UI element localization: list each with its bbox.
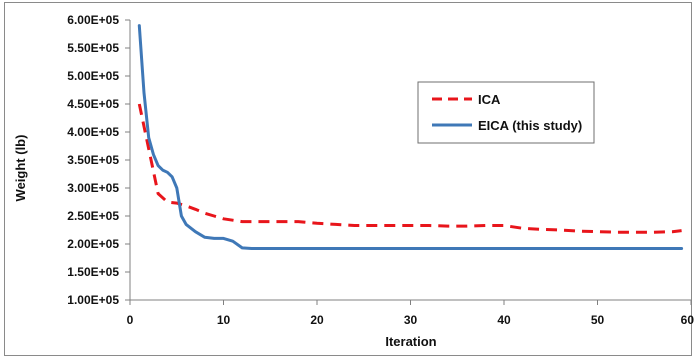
legend-label-ica: ICA <box>478 92 501 107</box>
x-tick-label: 10 <box>217 313 231 327</box>
y-tick-label: 2.00E+05 <box>67 237 119 251</box>
series-line-eica <box>137 24 684 250</box>
x-tick-label: 20 <box>310 313 324 327</box>
legend-label-eica: EICA (this study) <box>478 118 582 133</box>
y-tick-label: 3.00E+05 <box>67 181 119 195</box>
y-tick-label: 4.50E+05 <box>67 97 119 111</box>
y-tick-label: 6.00E+05 <box>67 13 119 27</box>
y-tick-label: 3.50E+05 <box>67 153 119 167</box>
x-tick-label: 0 <box>127 313 134 327</box>
x-tick-label: 40 <box>497 313 511 327</box>
legend: ICA EICA (this study) <box>417 81 595 144</box>
x-tick-label: 50 <box>591 313 605 327</box>
x-axis-title: Iteration <box>385 334 436 349</box>
legend-box <box>417 81 595 144</box>
y-tick-label: 1.00E+05 <box>67 293 119 307</box>
y-tick-label: 1.50E+05 <box>67 265 119 279</box>
y-tick-label: 4.00E+05 <box>67 125 119 139</box>
series-line-ica <box>137 103 682 234</box>
x-tick-label: 60 <box>681 313 695 327</box>
y-tick-label: 2.50E+05 <box>67 209 119 223</box>
y-tick-label: 5.50E+05 <box>67 41 119 55</box>
x-tick-label: 30 <box>404 313 418 327</box>
y-tick-label: 5.00E+05 <box>67 69 119 83</box>
y-axis-title: Weight (lb) <box>13 135 28 202</box>
chart-frame <box>4 2 692 356</box>
